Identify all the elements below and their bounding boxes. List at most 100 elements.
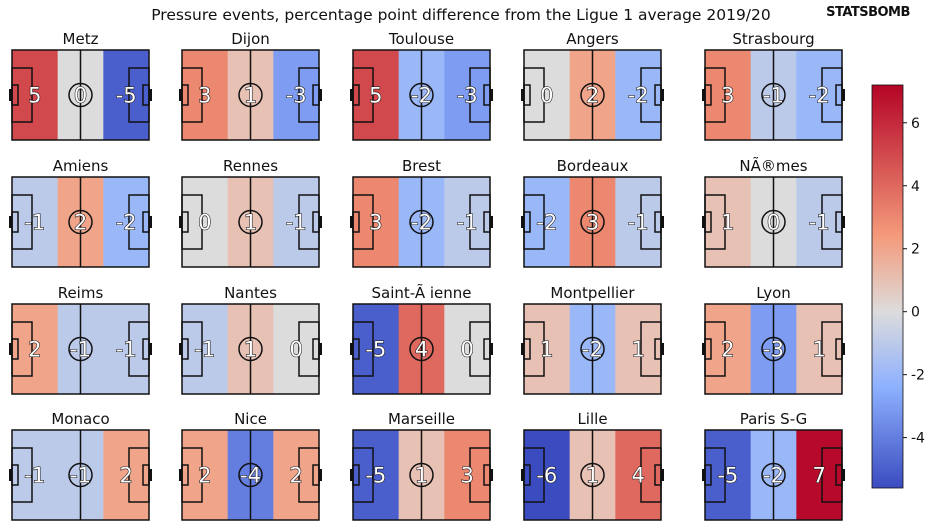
- center-circle: [409, 209, 434, 235]
- team-name: Saint-Ã ienne: [371, 283, 471, 302]
- zone-cell-3: [615, 304, 662, 394]
- zone-cell-3: [103, 177, 150, 267]
- team-name: Strasbourg: [732, 30, 814, 48]
- right-goal: [661, 216, 664, 228]
- left-goal: [350, 343, 353, 355]
- right-goal: [319, 469, 322, 481]
- zone-value-3: -2: [628, 84, 649, 108]
- zone-cell-3: [796, 304, 843, 394]
- zone-value-3: 0: [289, 338, 302, 362]
- team-name: Lille: [577, 410, 607, 428]
- left-goal: [702, 469, 705, 481]
- zone-value-3: 1: [631, 338, 644, 362]
- center-circle: [580, 209, 605, 235]
- zone-value-1: 2: [28, 338, 41, 362]
- zone-value-3: 2: [289, 464, 302, 488]
- zone-cell-3: [615, 50, 662, 140]
- team-panel-rennes: Rennes 0 1 -1: [179, 157, 322, 268]
- team-panel-amiens: Amiens -1 2 -2: [9, 157, 152, 268]
- team-panel-montpellier: Montpellier 1 -2 1: [521, 284, 664, 395]
- team-panel-paris-s-g: Paris S-G -5 -2 7: [702, 410, 845, 521]
- zone-value-2: 3: [586, 211, 599, 235]
- zone-value-2: 0: [74, 84, 87, 108]
- left-goal: [521, 216, 524, 228]
- left-goal: [521, 343, 524, 355]
- colorbar-ticks: -4 -2 0 2 4 6: [903, 116, 925, 447]
- team-name: Reims: [58, 284, 104, 302]
- zone-value-3: -1: [457, 211, 478, 235]
- zone-cell-3: [444, 430, 491, 520]
- zone-value-2: 0: [767, 211, 780, 235]
- zone-value-3: 7: [812, 464, 825, 488]
- zone-cell-3: [615, 430, 662, 520]
- team-panel-brest: Brest 3 -2 -1: [350, 157, 493, 268]
- zone-cell-3: [796, 430, 843, 520]
- zone-cell-1: [524, 304, 571, 394]
- team-panel-bordeaux: Bordeaux -2 3 -1: [521, 157, 664, 268]
- zone-value-3: -1: [286, 211, 307, 235]
- colorbar-tick-label: -4: [911, 431, 925, 447]
- team-name: Nantes: [224, 284, 277, 302]
- zone-cell-1: [353, 304, 400, 394]
- zone-cell-3: [273, 430, 320, 520]
- zone-value-2: -4: [240, 464, 261, 488]
- center-circle: [580, 82, 605, 108]
- center-circle: [409, 462, 434, 488]
- team-panel-nantes: Nantes -1 1 0: [179, 284, 322, 395]
- zone-cell-1: [182, 304, 229, 394]
- team-panel-metz: Metz 5 0 -5: [9, 30, 152, 141]
- team-name: Paris S-G: [740, 410, 808, 428]
- team-name: Brest: [402, 157, 441, 175]
- zone-value-3: 2: [119, 464, 132, 488]
- colorbar-tick-label: 2: [911, 242, 920, 258]
- zone-value-1: 1: [721, 211, 734, 235]
- center-circle: [580, 462, 605, 488]
- zone-value-3: 4: [631, 464, 644, 488]
- zone-cell-1: [12, 304, 59, 394]
- zone-cell-3: [103, 430, 150, 520]
- zone-value-3: -3: [457, 84, 478, 108]
- zone-cell-1: [524, 177, 571, 267]
- left-goal: [702, 343, 705, 355]
- right-goal: [490, 89, 493, 101]
- right-goal: [319, 343, 322, 355]
- right-goal: [661, 469, 664, 481]
- center-circle: [761, 336, 786, 362]
- zone-value-3: -5: [116, 84, 137, 108]
- team-name: Toulouse: [388, 30, 454, 48]
- zone-cell-3: [103, 304, 150, 394]
- zone-cell-3: [273, 304, 320, 394]
- left-goal: [702, 89, 705, 101]
- zone-value-2: -1: [70, 338, 91, 362]
- zone-value-2: -1: [70, 464, 91, 488]
- team-panel-toulouse: Toulouse 5 -2 -3: [350, 30, 493, 141]
- team-name: NÃ®mes: [739, 156, 807, 175]
- zone-value-1: -1: [24, 464, 45, 488]
- right-goal: [490, 216, 493, 228]
- right-goal: [319, 89, 322, 101]
- team-name: Dijon: [231, 30, 270, 48]
- zone-cell-1: [353, 50, 400, 140]
- zone-value-1: 3: [721, 84, 734, 108]
- chart-title: Pressure events, percentage point differ…: [151, 6, 771, 24]
- zone-value-3: -1: [628, 211, 649, 235]
- right-goal: [661, 89, 664, 101]
- zone-value-1: -5: [717, 464, 738, 488]
- right-goal: [149, 469, 152, 481]
- team-name: Metz: [63, 30, 99, 48]
- zone-value-1: 0: [540, 84, 553, 108]
- team-panel-lyon: Lyon 2 -3 1: [702, 284, 845, 395]
- team-panel-strasbourg: Strasbourg 3 -1 -2: [702, 30, 845, 141]
- team-name: Bordeaux: [557, 157, 629, 175]
- zone-cell-1: [12, 430, 59, 520]
- zone-value-2: 1: [415, 464, 428, 488]
- left-goal: [179, 89, 182, 101]
- team-panel-lille: Lille -6 1 4: [521, 410, 664, 521]
- team-name: Lyon: [756, 284, 791, 302]
- zone-cell-1: [353, 430, 400, 520]
- zone-cell-3: [796, 50, 843, 140]
- zone-value-3: -3: [286, 84, 307, 108]
- zone-cell-3: [444, 304, 491, 394]
- team-panel-marseille: Marseille -5 1 3: [350, 410, 493, 521]
- zone-value-1: -1: [194, 338, 215, 362]
